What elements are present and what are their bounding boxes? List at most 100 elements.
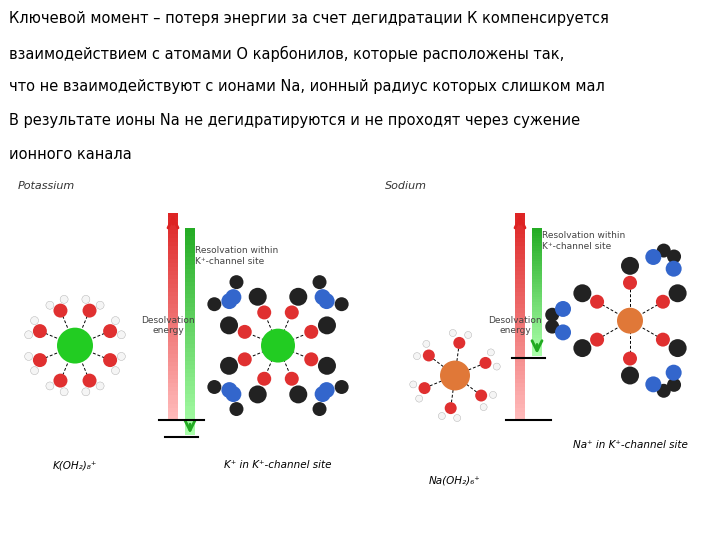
- Circle shape: [289, 288, 307, 306]
- Text: Na(OH₂)₆⁺: Na(OH₂)₆⁺: [429, 475, 481, 485]
- Circle shape: [617, 308, 643, 334]
- Bar: [168, 379, 178, 383]
- Bar: [168, 242, 178, 246]
- Circle shape: [248, 386, 266, 403]
- Bar: [515, 234, 525, 238]
- Bar: [185, 282, 195, 286]
- Text: ионного канала: ионного канала: [9, 147, 132, 163]
- Bar: [168, 221, 178, 226]
- Bar: [168, 367, 178, 370]
- Bar: [185, 348, 195, 353]
- Bar: [185, 237, 195, 240]
- Circle shape: [335, 297, 348, 311]
- Circle shape: [46, 301, 54, 309]
- Circle shape: [315, 386, 330, 402]
- Circle shape: [418, 382, 431, 394]
- Bar: [532, 292, 542, 294]
- Bar: [532, 284, 542, 287]
- Circle shape: [555, 325, 571, 340]
- Bar: [168, 234, 178, 238]
- Bar: [168, 342, 178, 346]
- Bar: [515, 370, 525, 375]
- Bar: [185, 274, 195, 278]
- Bar: [515, 338, 525, 342]
- Circle shape: [220, 316, 238, 334]
- Circle shape: [82, 388, 90, 396]
- Bar: [515, 304, 525, 308]
- Bar: [168, 395, 178, 400]
- Bar: [532, 299, 542, 302]
- Bar: [515, 288, 525, 292]
- Bar: [532, 320, 542, 322]
- Bar: [185, 336, 195, 340]
- Text: K⁺ in K⁺-channel site: K⁺ in K⁺-channel site: [224, 460, 332, 470]
- Bar: [532, 315, 542, 318]
- Bar: [168, 246, 178, 251]
- Bar: [168, 267, 178, 271]
- Circle shape: [545, 320, 559, 334]
- Bar: [532, 289, 542, 292]
- Bar: [168, 387, 178, 392]
- Bar: [515, 400, 525, 404]
- Bar: [515, 408, 525, 412]
- Bar: [532, 281, 542, 284]
- Circle shape: [285, 306, 299, 320]
- Bar: [515, 254, 525, 259]
- Bar: [515, 296, 525, 300]
- Bar: [532, 307, 542, 309]
- Bar: [168, 383, 178, 387]
- Circle shape: [238, 353, 252, 366]
- Circle shape: [666, 261, 682, 276]
- Bar: [515, 217, 525, 221]
- Circle shape: [319, 293, 335, 309]
- Bar: [168, 375, 178, 379]
- Circle shape: [312, 275, 327, 289]
- Bar: [515, 321, 525, 325]
- Bar: [515, 316, 525, 321]
- Circle shape: [315, 289, 330, 305]
- Bar: [532, 305, 542, 307]
- Bar: [515, 395, 525, 400]
- Circle shape: [445, 402, 456, 414]
- Bar: [515, 313, 525, 316]
- Circle shape: [656, 333, 670, 347]
- Circle shape: [621, 367, 639, 384]
- Bar: [515, 267, 525, 271]
- Bar: [515, 325, 525, 329]
- Circle shape: [83, 303, 96, 318]
- Bar: [532, 246, 542, 248]
- Circle shape: [464, 332, 472, 339]
- Bar: [185, 406, 195, 410]
- Bar: [168, 392, 178, 395]
- Bar: [532, 309, 542, 312]
- Bar: [168, 408, 178, 412]
- Circle shape: [590, 333, 604, 347]
- Bar: [532, 276, 542, 279]
- Circle shape: [285, 372, 299, 386]
- Bar: [168, 259, 178, 263]
- Circle shape: [449, 329, 456, 336]
- Bar: [532, 261, 542, 264]
- Bar: [532, 264, 542, 266]
- Circle shape: [454, 337, 465, 349]
- Bar: [515, 350, 525, 354]
- Circle shape: [221, 382, 238, 398]
- Bar: [168, 308, 178, 313]
- Circle shape: [487, 349, 495, 356]
- Bar: [532, 233, 542, 235]
- Bar: [168, 254, 178, 259]
- Circle shape: [33, 324, 47, 338]
- Circle shape: [312, 402, 327, 416]
- Circle shape: [30, 316, 39, 325]
- Bar: [532, 253, 542, 256]
- Text: Desolvation
energy: Desolvation energy: [141, 316, 195, 335]
- Bar: [515, 300, 525, 304]
- Text: Resolvation within
K⁺-channel site: Resolvation within K⁺-channel site: [542, 231, 625, 251]
- Bar: [185, 353, 195, 356]
- Bar: [532, 343, 542, 346]
- Circle shape: [289, 386, 307, 403]
- Circle shape: [645, 249, 661, 265]
- Circle shape: [257, 372, 271, 386]
- Text: Sodium: Sodium: [385, 181, 427, 191]
- Circle shape: [621, 257, 639, 275]
